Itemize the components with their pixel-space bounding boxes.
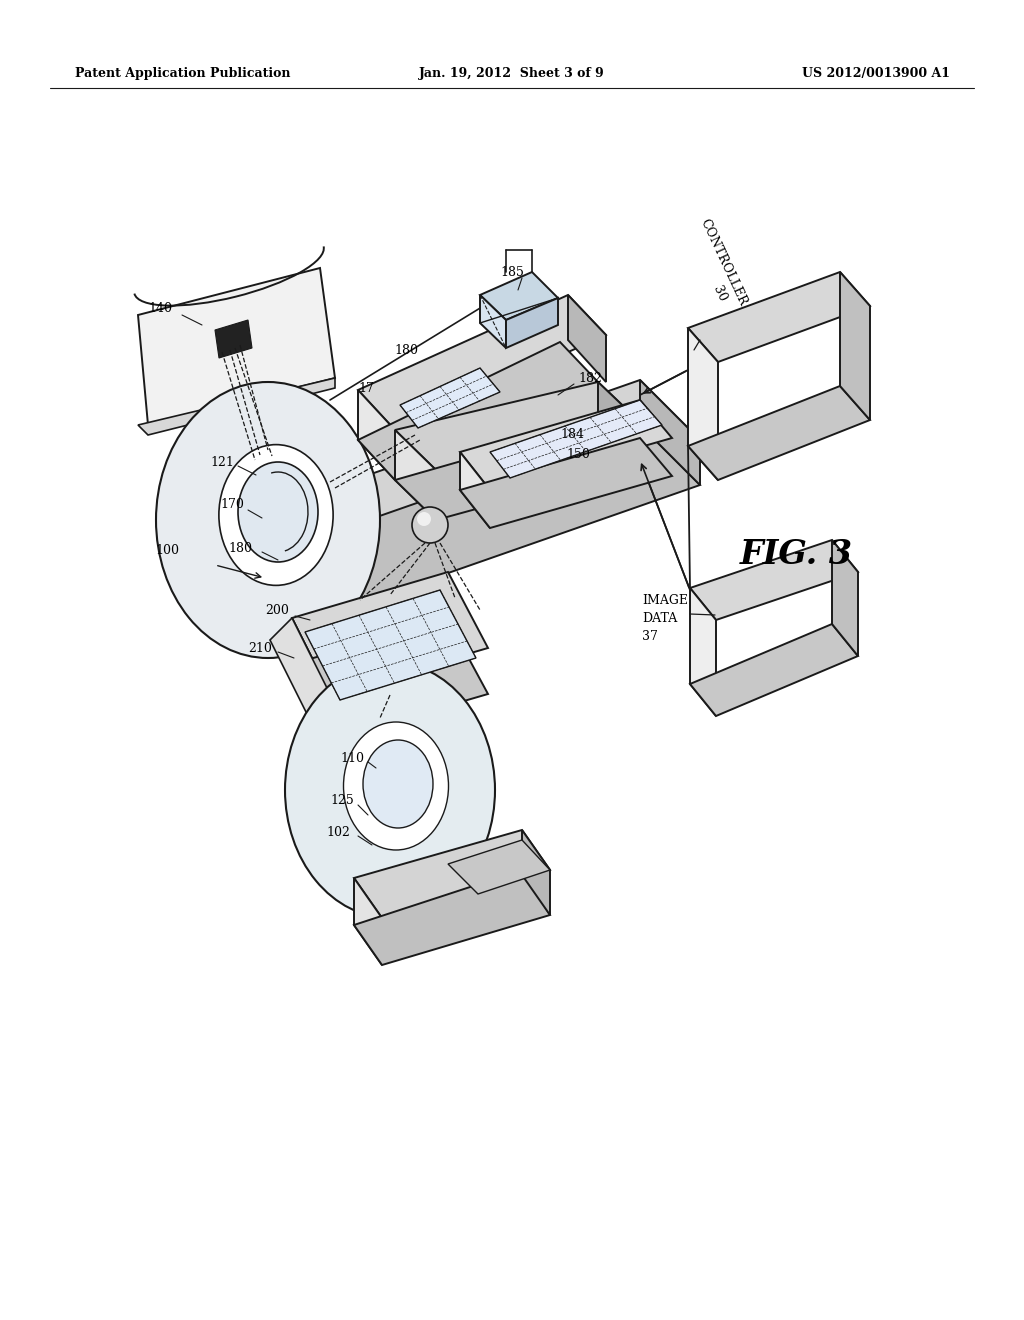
Text: DATA: DATA	[642, 611, 677, 624]
Polygon shape	[568, 294, 606, 381]
Polygon shape	[354, 830, 550, 917]
Polygon shape	[292, 572, 488, 694]
Polygon shape	[480, 272, 558, 319]
Text: 180: 180	[228, 541, 252, 554]
Polygon shape	[270, 618, 330, 715]
Text: FIG. 3: FIG. 3	[740, 539, 853, 572]
Polygon shape	[690, 540, 858, 620]
Polygon shape	[460, 438, 672, 528]
Text: 210: 210	[248, 642, 272, 655]
Polygon shape	[358, 294, 606, 430]
Polygon shape	[688, 272, 870, 362]
Text: 184: 184	[560, 428, 584, 441]
Polygon shape	[490, 400, 662, 478]
Polygon shape	[138, 378, 335, 436]
Ellipse shape	[362, 741, 433, 828]
Ellipse shape	[156, 381, 380, 657]
Text: 100: 100	[155, 544, 179, 557]
Polygon shape	[690, 624, 858, 715]
Text: 182: 182	[578, 371, 602, 384]
Ellipse shape	[219, 445, 333, 585]
Polygon shape	[831, 540, 858, 656]
Polygon shape	[840, 272, 870, 420]
Text: US 2012/0013900 A1: US 2012/0013900 A1	[802, 67, 950, 81]
Polygon shape	[354, 878, 382, 965]
Text: 121: 121	[210, 455, 233, 469]
Polygon shape	[688, 385, 870, 480]
Polygon shape	[292, 620, 488, 741]
Polygon shape	[292, 618, 330, 741]
Polygon shape	[268, 510, 328, 615]
Polygon shape	[215, 319, 252, 358]
Text: 30: 30	[710, 284, 728, 304]
Text: IMAGE: IMAGE	[642, 594, 688, 606]
Polygon shape	[395, 430, 436, 520]
Polygon shape	[522, 830, 550, 915]
Text: 125: 125	[330, 793, 353, 807]
Polygon shape	[358, 389, 395, 480]
Polygon shape	[400, 368, 500, 428]
Circle shape	[412, 507, 449, 543]
Text: 102: 102	[326, 825, 350, 838]
Polygon shape	[395, 422, 640, 520]
Text: 200: 200	[265, 603, 289, 616]
Text: Patent Application Publication: Patent Application Publication	[75, 67, 291, 81]
Polygon shape	[690, 587, 716, 715]
Text: 17: 17	[358, 381, 374, 395]
Text: 140: 140	[148, 301, 172, 314]
Text: 185: 185	[500, 265, 524, 279]
Polygon shape	[268, 380, 700, 570]
Polygon shape	[688, 327, 718, 480]
Text: 110: 110	[340, 751, 364, 764]
Polygon shape	[640, 380, 700, 484]
Polygon shape	[460, 451, 490, 528]
Ellipse shape	[238, 462, 318, 562]
Text: Jan. 19, 2012  Sheet 3 of 9: Jan. 19, 2012 Sheet 3 of 9	[419, 67, 605, 81]
Ellipse shape	[343, 722, 449, 850]
Circle shape	[417, 512, 431, 525]
Ellipse shape	[285, 663, 495, 917]
Text: CONTROLLER: CONTROLLER	[698, 216, 750, 308]
Text: 150: 150	[566, 447, 590, 461]
Polygon shape	[358, 342, 598, 480]
Polygon shape	[506, 298, 558, 348]
Text: 180: 180	[394, 343, 418, 356]
Polygon shape	[305, 590, 476, 700]
Polygon shape	[395, 381, 640, 470]
Text: 170: 170	[220, 499, 244, 511]
Polygon shape	[354, 870, 550, 965]
Polygon shape	[460, 400, 672, 490]
Polygon shape	[598, 381, 640, 465]
Polygon shape	[449, 840, 550, 894]
Polygon shape	[138, 268, 335, 425]
Polygon shape	[480, 294, 506, 348]
Text: 37: 37	[642, 630, 657, 643]
Polygon shape	[268, 425, 700, 615]
